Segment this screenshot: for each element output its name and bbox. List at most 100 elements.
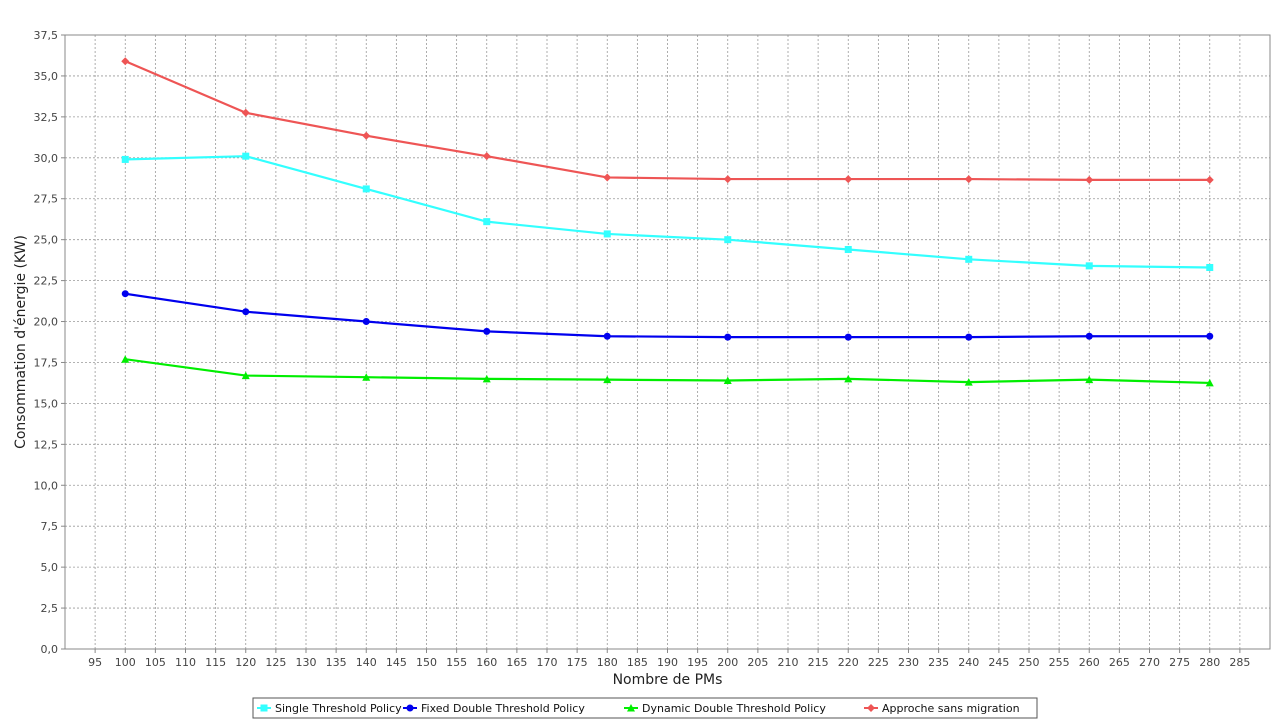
legend-box (252, 697, 1038, 719)
data-point (482, 152, 491, 161)
data-point (844, 245, 852, 253)
series-line (124, 60, 1210, 182)
x-tick-label: 230 (898, 656, 919, 669)
y-tick-label: 17,5 (34, 356, 59, 369)
y-tick-label: 2,5 (41, 602, 59, 615)
axes: 95 100 105 110 115 120 125 130 135 140 145 150 155 16… (34, 29, 1251, 669)
data-point (964, 378, 973, 386)
data-point (362, 185, 370, 193)
x-tick-label: 235 (928, 656, 949, 669)
legend-label: Approche sans migration (882, 702, 1020, 715)
x-tick-label: 105 (145, 656, 166, 669)
y-tick-label: 7,5 (41, 520, 59, 533)
x-tick-label: 205 (747, 656, 768, 669)
data-point (242, 308, 250, 316)
x-tick-label: 195 (687, 656, 708, 669)
data-point (603, 173, 612, 182)
y-tick-label: 27,5 (34, 193, 59, 206)
x-tick-label: 255 (1049, 656, 1070, 669)
x-tick-label: 285 (1229, 656, 1250, 669)
data-point (241, 371, 250, 380)
x-tick-label: 145 (386, 656, 407, 669)
data-point (121, 290, 129, 298)
series-2 (121, 355, 1214, 387)
x-tick-label: 125 (265, 656, 286, 669)
x-tick-label: 210 (778, 656, 799, 669)
y-tick-label: 37,5 (34, 29, 59, 42)
x-tick-label: 200 (717, 656, 738, 669)
x-tick-label: 190 (657, 656, 678, 669)
x-tick-label: 140 (356, 656, 377, 669)
data-point (1085, 375, 1094, 384)
data-point (482, 374, 491, 383)
y-tick-label: 5,0 (41, 561, 59, 574)
x-tick-label: 280 (1199, 656, 1220, 669)
data-point (844, 175, 853, 184)
y-tick-label: 0,0 (41, 643, 59, 656)
legend-item: Single Threshold Policy (257, 702, 402, 715)
x-tick-label: 130 (296, 656, 317, 669)
y-tick-label: 15,0 (34, 397, 59, 410)
data-point (1205, 378, 1214, 387)
data-point (1085, 332, 1093, 340)
legend-label: Dynamic Double Threshold Policy (642, 702, 826, 715)
x-tick-label: 220 (838, 656, 859, 669)
legend-label: Single Threshold Policy (275, 702, 402, 715)
y-tick-label: 12,5 (34, 438, 59, 451)
legend-marker (867, 704, 875, 712)
legend-marker (406, 704, 414, 712)
series-0 (121, 152, 1214, 272)
series-line (125, 292, 1210, 339)
data-point (1206, 264, 1214, 272)
data-point (241, 108, 250, 117)
legend-marker (260, 704, 268, 712)
x-tick-label: 120 (235, 656, 256, 669)
y-tick-label: 35,0 (34, 70, 59, 83)
data-point (483, 327, 491, 335)
data-point (844, 374, 853, 383)
y-tick-label: 22,5 (34, 275, 59, 288)
series-1 (121, 290, 1214, 341)
data-point (1085, 175, 1094, 184)
data-point (723, 175, 732, 184)
data-point (603, 375, 612, 384)
x-tick-label: 275 (1169, 656, 1190, 669)
data-point (483, 218, 491, 226)
y-axis-title: Consommation d'énergie (KW) (13, 235, 29, 449)
series-3 (121, 57, 1214, 184)
data-point (723, 376, 732, 384)
legend-item: Approche sans migration (864, 702, 1020, 715)
data-point (965, 333, 973, 341)
data-point (362, 318, 370, 326)
x-tick-label: 165 (506, 656, 527, 669)
data-point (1085, 262, 1093, 270)
x-tick-label: 110 (175, 656, 196, 669)
data-point (964, 175, 973, 184)
x-tick-label: 115 (205, 656, 226, 669)
x-tick-label: 135 (326, 656, 347, 669)
y-tick-label: 32,5 (34, 111, 59, 124)
legend-item: Fixed Double Threshold Policy (403, 702, 585, 715)
data-point (844, 333, 852, 341)
legend-item: Dynamic Double Threshold Policy (624, 702, 826, 715)
data-point (1205, 175, 1214, 184)
x-tick-label: 260 (1079, 656, 1100, 669)
x-tick-label: 225 (868, 656, 889, 669)
x-tick-label: 180 (597, 656, 618, 669)
x-tick-label: 155 (446, 656, 467, 669)
legend-marker (627, 704, 635, 712)
data-point (362, 373, 371, 381)
data-point (603, 332, 611, 340)
y-tick-label: 30,0 (34, 152, 59, 165)
x-tick-label: 175 (567, 656, 588, 669)
x-axis-title: Nombre de PMs (613, 672, 723, 688)
data-point (965, 255, 973, 263)
series-group (121, 57, 1214, 387)
series-line (125, 358, 1210, 385)
data-point (121, 57, 130, 66)
x-tick-label: 185 (627, 656, 648, 669)
legend: Single Threshold Policy Fixed Double Thre… (252, 697, 1038, 719)
grid (65, 34, 1270, 650)
